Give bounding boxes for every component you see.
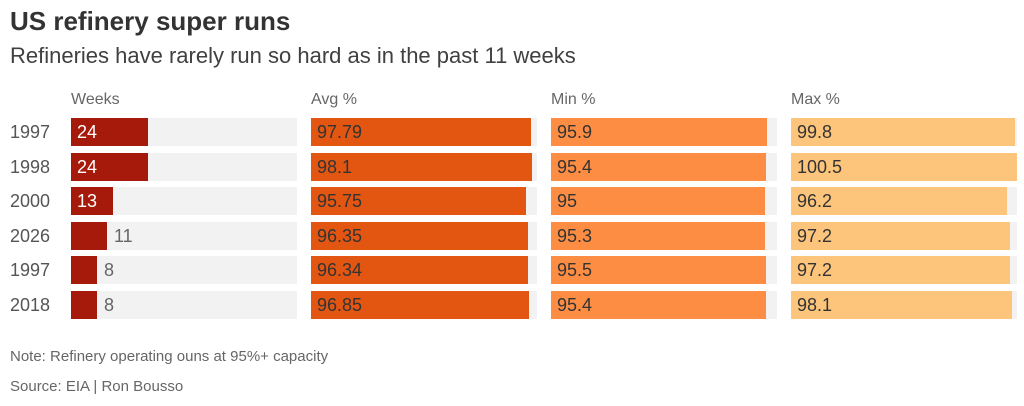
min-bar: [551, 153, 766, 181]
min-bar: [551, 222, 765, 250]
avg-bar: [311, 222, 528, 250]
max-bar: [791, 153, 1017, 181]
avg-value-label: 95.75: [317, 191, 363, 211]
min-value-label: 95.5: [557, 260, 593, 280]
avg-value-label: 96.34: [317, 260, 363, 280]
weeks-value-label: 8: [104, 260, 115, 280]
chart-source: Source: EIA | Ron Bousso: [10, 378, 184, 395]
avg-track: 96.35: [311, 222, 537, 250]
weeks-value-label: 24: [77, 122, 98, 142]
column-header-avg: Avg %: [311, 91, 357, 108]
column-header-weeks: Weeks: [71, 91, 120, 108]
weeks-track: 24: [71, 118, 297, 146]
max-bar: [791, 291, 1012, 319]
max-track: 97.2: [791, 256, 1017, 284]
column-header-max: Max %: [791, 91, 840, 108]
weeks-bar: [71, 187, 113, 215]
avg-value-label: 97.79: [317, 122, 363, 142]
max-bar: [791, 118, 1015, 146]
min-track: 95.3: [551, 222, 777, 250]
weeks-bar: [71, 291, 97, 319]
max-bar: [791, 256, 1010, 284]
max-value-label: 96.2: [797, 191, 833, 211]
weeks-track: 8: [71, 291, 297, 319]
min-value-label: 95: [557, 191, 578, 211]
avg-bar: [311, 291, 529, 319]
avg-bar: [311, 153, 532, 181]
weeks-value-label: 13: [77, 191, 98, 211]
chart-note: Note: Refinery operating ouns at 95%+ ca…: [10, 348, 329, 365]
avg-value-label: 98.1: [317, 157, 353, 177]
avg-track: 95.75: [311, 187, 537, 215]
avg-track: 96.85: [311, 291, 537, 319]
max-value-label: 99.8: [797, 122, 833, 142]
max-bar: [791, 222, 1010, 250]
max-track: 99.8: [791, 118, 1017, 146]
row-label: 2000: [10, 191, 51, 211]
max-bar: [791, 187, 1007, 215]
avg-bar: [311, 187, 526, 215]
row-label: 2026: [10, 226, 51, 246]
row-label: 1997: [10, 122, 51, 142]
min-value-label: 95.4: [557, 295, 593, 315]
weeks-value-label: 24: [77, 157, 98, 177]
min-bar: [551, 118, 767, 146]
weeks-track: 11: [71, 222, 297, 250]
weeks-value-label: 11: [114, 226, 133, 246]
avg-bar: [311, 256, 528, 284]
weeks-track: 8: [71, 256, 297, 284]
max-track: 100.5: [791, 153, 1017, 181]
min-track: 95: [551, 187, 777, 215]
max-value-label: 97.2: [797, 226, 833, 246]
min-track: 95.4: [551, 153, 777, 181]
min-track: 95.5: [551, 256, 777, 284]
column-header-min: Min %: [551, 91, 596, 108]
avg-bar: [311, 118, 531, 146]
weeks-track: 13: [71, 187, 297, 215]
chart-title: US refinery super runs: [10, 6, 291, 36]
row-label: 1998: [10, 157, 51, 177]
row-label: 1997: [10, 260, 51, 280]
row-label: 2018: [10, 295, 51, 315]
avg-track: 96.34: [311, 256, 537, 284]
min-track: 95.9: [551, 118, 777, 146]
weeks-bar: [71, 118, 148, 146]
max-value-label: 98.1: [797, 295, 833, 315]
chart-subtitle: Refineries have rarely run so hard as in…: [10, 43, 576, 68]
weeks-bar: [71, 153, 148, 181]
weeks-bar: [71, 222, 107, 250]
avg-track: 98.1: [311, 153, 537, 181]
max-value-label: 97.2: [797, 260, 833, 280]
max-track: 97.2: [791, 222, 1017, 250]
min-value-label: 95.3: [557, 226, 593, 246]
avg-value-label: 96.35: [317, 226, 363, 246]
avg-track: 97.79: [311, 118, 537, 146]
min-bar: [551, 291, 766, 319]
max-track: 96.2: [791, 187, 1017, 215]
min-value-label: 95.4: [557, 157, 593, 177]
weeks-track: 24: [71, 153, 297, 181]
min-bar: [551, 256, 766, 284]
max-track: 98.1: [791, 291, 1017, 319]
min-bar: [551, 187, 765, 215]
weeks-bar: [71, 256, 97, 284]
min-track: 95.4: [551, 291, 777, 319]
weeks-value-label: 8: [104, 295, 115, 315]
avg-value-label: 96.85: [317, 295, 363, 315]
min-value-label: 95.9: [557, 122, 593, 142]
max-value-label: 100.5: [797, 157, 843, 177]
